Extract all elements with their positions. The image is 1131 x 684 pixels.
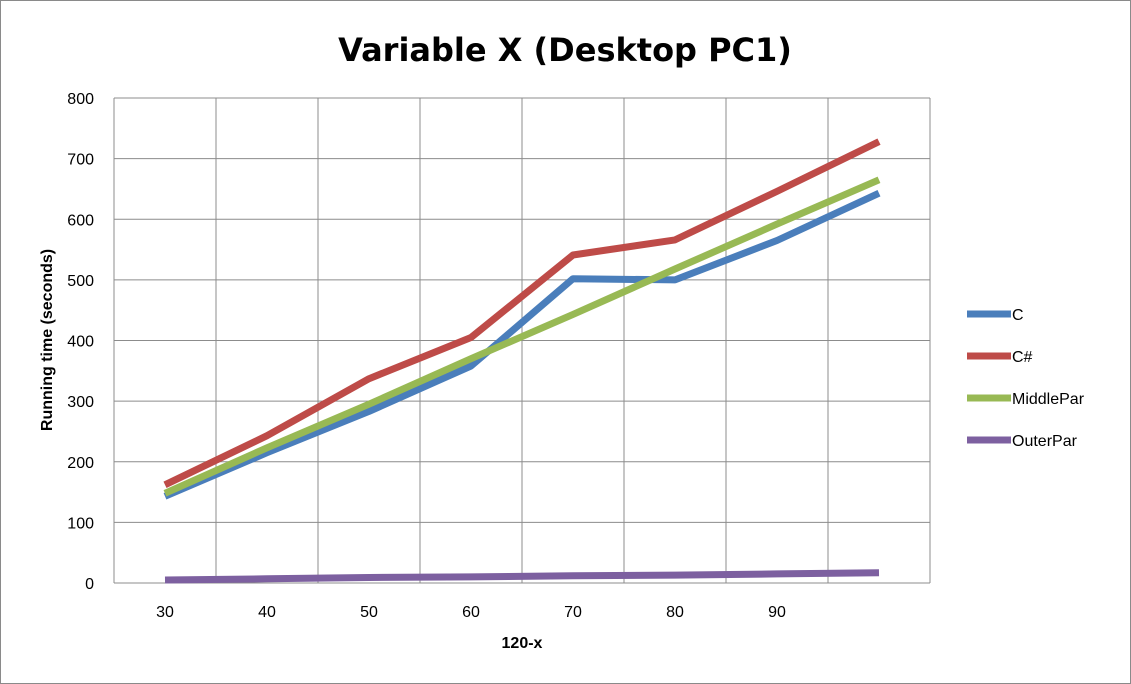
y-tick-label: 200 (67, 455, 94, 472)
y-tick-label: 100 (67, 515, 94, 532)
y-tick-label: 800 (67, 91, 94, 108)
legend-label: OuterPar (1012, 433, 1078, 450)
x-tick-label: 30 (156, 604, 174, 621)
y-tick-label: 600 (67, 212, 94, 229)
grid-layer (113, 97, 931, 584)
x-tick-label: 80 (666, 604, 684, 621)
x-tick-label: 60 (462, 604, 480, 621)
series-line-csharp (163, 138, 881, 488)
x-tick-label: 90 (768, 604, 786, 621)
y-tick-label: 700 (67, 152, 94, 169)
series-line-c (163, 190, 881, 500)
legend-label: C# (1012, 349, 1033, 366)
x-tick-label: 50 (360, 604, 378, 621)
legend-label: MiddlePar (1012, 391, 1085, 408)
y-tick-label: 300 (67, 394, 94, 411)
legend-item: C# (967, 349, 1033, 366)
legend-item: OuterPar (967, 433, 1078, 450)
y-tick-label: 400 (67, 334, 94, 351)
chart-title: Variable X (Desktop PC1) (338, 31, 792, 69)
legend-label: C (1012, 307, 1024, 324)
y-tick-labels: 0 100 200 300 400 500 600 700 800 (67, 91, 94, 593)
legend-item: C (967, 307, 1024, 324)
legend-item: MiddlePar (967, 391, 1085, 408)
series-line-middlepar (163, 176, 881, 497)
y-axis-title: Running time (seconds) (39, 249, 56, 431)
y-tick-label: 500 (67, 273, 94, 290)
series-layer (163, 138, 881, 584)
x-tick-label: 70 (564, 604, 582, 621)
x-axis-title: 120-x (502, 635, 543, 652)
x-tick-labels: 30 40 50 60 70 80 90 (156, 604, 786, 621)
x-tick-label: 40 (258, 604, 276, 621)
y-tick-label: 0 (85, 576, 94, 593)
legend: C C# MiddlePar OuterPar (967, 307, 1085, 450)
series-line-outerpar (164, 569, 880, 584)
